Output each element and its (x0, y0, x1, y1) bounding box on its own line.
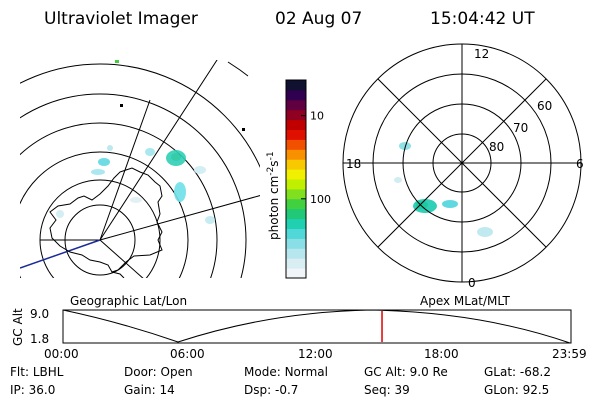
green-marker (115, 60, 119, 63)
colorbar-cell (286, 258, 306, 269)
aurora-emissions-left (56, 145, 215, 224)
coast-dot (120, 104, 123, 107)
gc-alt-axis-label: GC Alt (11, 308, 25, 346)
x-tick-1800: 18:00 (424, 347, 459, 361)
geographic-map (20, 60, 260, 278)
status-flt: Flt: LBHL (10, 365, 64, 379)
colorbar-cell (286, 179, 306, 190)
colorbar-scale (286, 80, 306, 279)
colorbar: 100 10 photon cm-2s-1 (266, 79, 331, 279)
colorbar-cell (286, 238, 306, 249)
colorbar-cell (286, 198, 306, 210)
mlat-label-80: 80 (489, 140, 504, 154)
colorbar-cell (286, 218, 306, 229)
colorbar-cell (286, 208, 306, 220)
colorbar-cell (286, 248, 306, 259)
coastline (49, 167, 163, 273)
coastline-edge (227, 61, 249, 77)
colorbar-ticks: 100 10 (301, 110, 331, 206)
mlt-label-18: 18 (346, 157, 361, 171)
apex-polar-plot: 12 18 6 0 60 70 80 (342, 43, 584, 290)
colorbar-cell (286, 139, 306, 150)
colorbar-tick-label: 10 (310, 110, 324, 123)
x-tick-2359: 23:59 (552, 347, 587, 361)
timeline-frame (62, 309, 572, 344)
x-tick-1200: 12:00 (298, 347, 333, 361)
mlat-label-70: 70 (513, 121, 528, 135)
colorbar-cell (286, 149, 306, 160)
mlt-label-0: 0 (468, 276, 476, 290)
terminator-line (20, 239, 101, 269)
colorbar-cell (286, 169, 306, 180)
mlt-label-12: 12 (474, 47, 489, 61)
status-dsp: Dsp: -0.7 (244, 383, 298, 397)
colorbar-cell (286, 119, 306, 130)
coast-dot (242, 128, 245, 131)
instrument-title: Ultraviolet Imager (44, 9, 198, 29)
latitude-circles (20, 63, 260, 278)
colorbar-cell (286, 129, 306, 140)
y-tick-9: 9.0 (30, 307, 49, 321)
status-gain: Gain: 14 (124, 383, 175, 397)
geographic-map-label: Geographic Lat/Lon (70, 294, 187, 308)
orbit-timeline: GC Alt 9.0 1.8 00:00 06:00 12:00 18:00 2… (11, 307, 587, 361)
colorbar-cell (286, 188, 306, 200)
mlat-label-60: 60 (537, 99, 552, 113)
y-tick-1-8: 1.8 (30, 332, 49, 346)
colorbar-frame (285, 79, 307, 279)
colorbar-cell (286, 159, 306, 170)
colorbar-cell (286, 89, 306, 101)
status-seq: Seq: 39 (364, 383, 410, 397)
gc-altitude-curve (62, 309, 571, 344)
status-mode: Mode: Normal (244, 365, 328, 379)
colorbar-cell (286, 80, 306, 91)
apex-map-label: Apex MLat/MLT (420, 294, 510, 308)
x-tick-0000: 00:00 (44, 347, 79, 361)
header-time: 15:04:42 UT (430, 9, 535, 29)
status-door: Door: Open (124, 365, 193, 379)
colorbar-tick-label: 100 (310, 193, 331, 206)
colorbar-cell (286, 228, 306, 239)
meridians (40, 60, 260, 278)
mlt-label-6: 6 (576, 157, 584, 171)
colorbar-cell (286, 109, 306, 121)
colorbar-label: photon cm-2s-1 (266, 151, 281, 240)
mlt-spokes (343, 44, 581, 282)
status-glon: GLon: 92.5 (484, 383, 549, 397)
header-date: 02 Aug 07 (275, 9, 362, 29)
status-panel: Flt: LBHL Door: Open Mode: Normal GC Alt… (10, 365, 551, 397)
colorbar-cell (286, 99, 306, 111)
status-ip: IP: 36.0 (10, 383, 55, 397)
status-gc-alt: GC Alt: 9.0 Re (364, 365, 448, 379)
x-tick-0600: 06:00 (170, 347, 205, 361)
coastline-peninsula (111, 271, 125, 278)
status-glat: GLat: -68.2 (484, 365, 551, 379)
colorbar-cell (286, 268, 306, 279)
